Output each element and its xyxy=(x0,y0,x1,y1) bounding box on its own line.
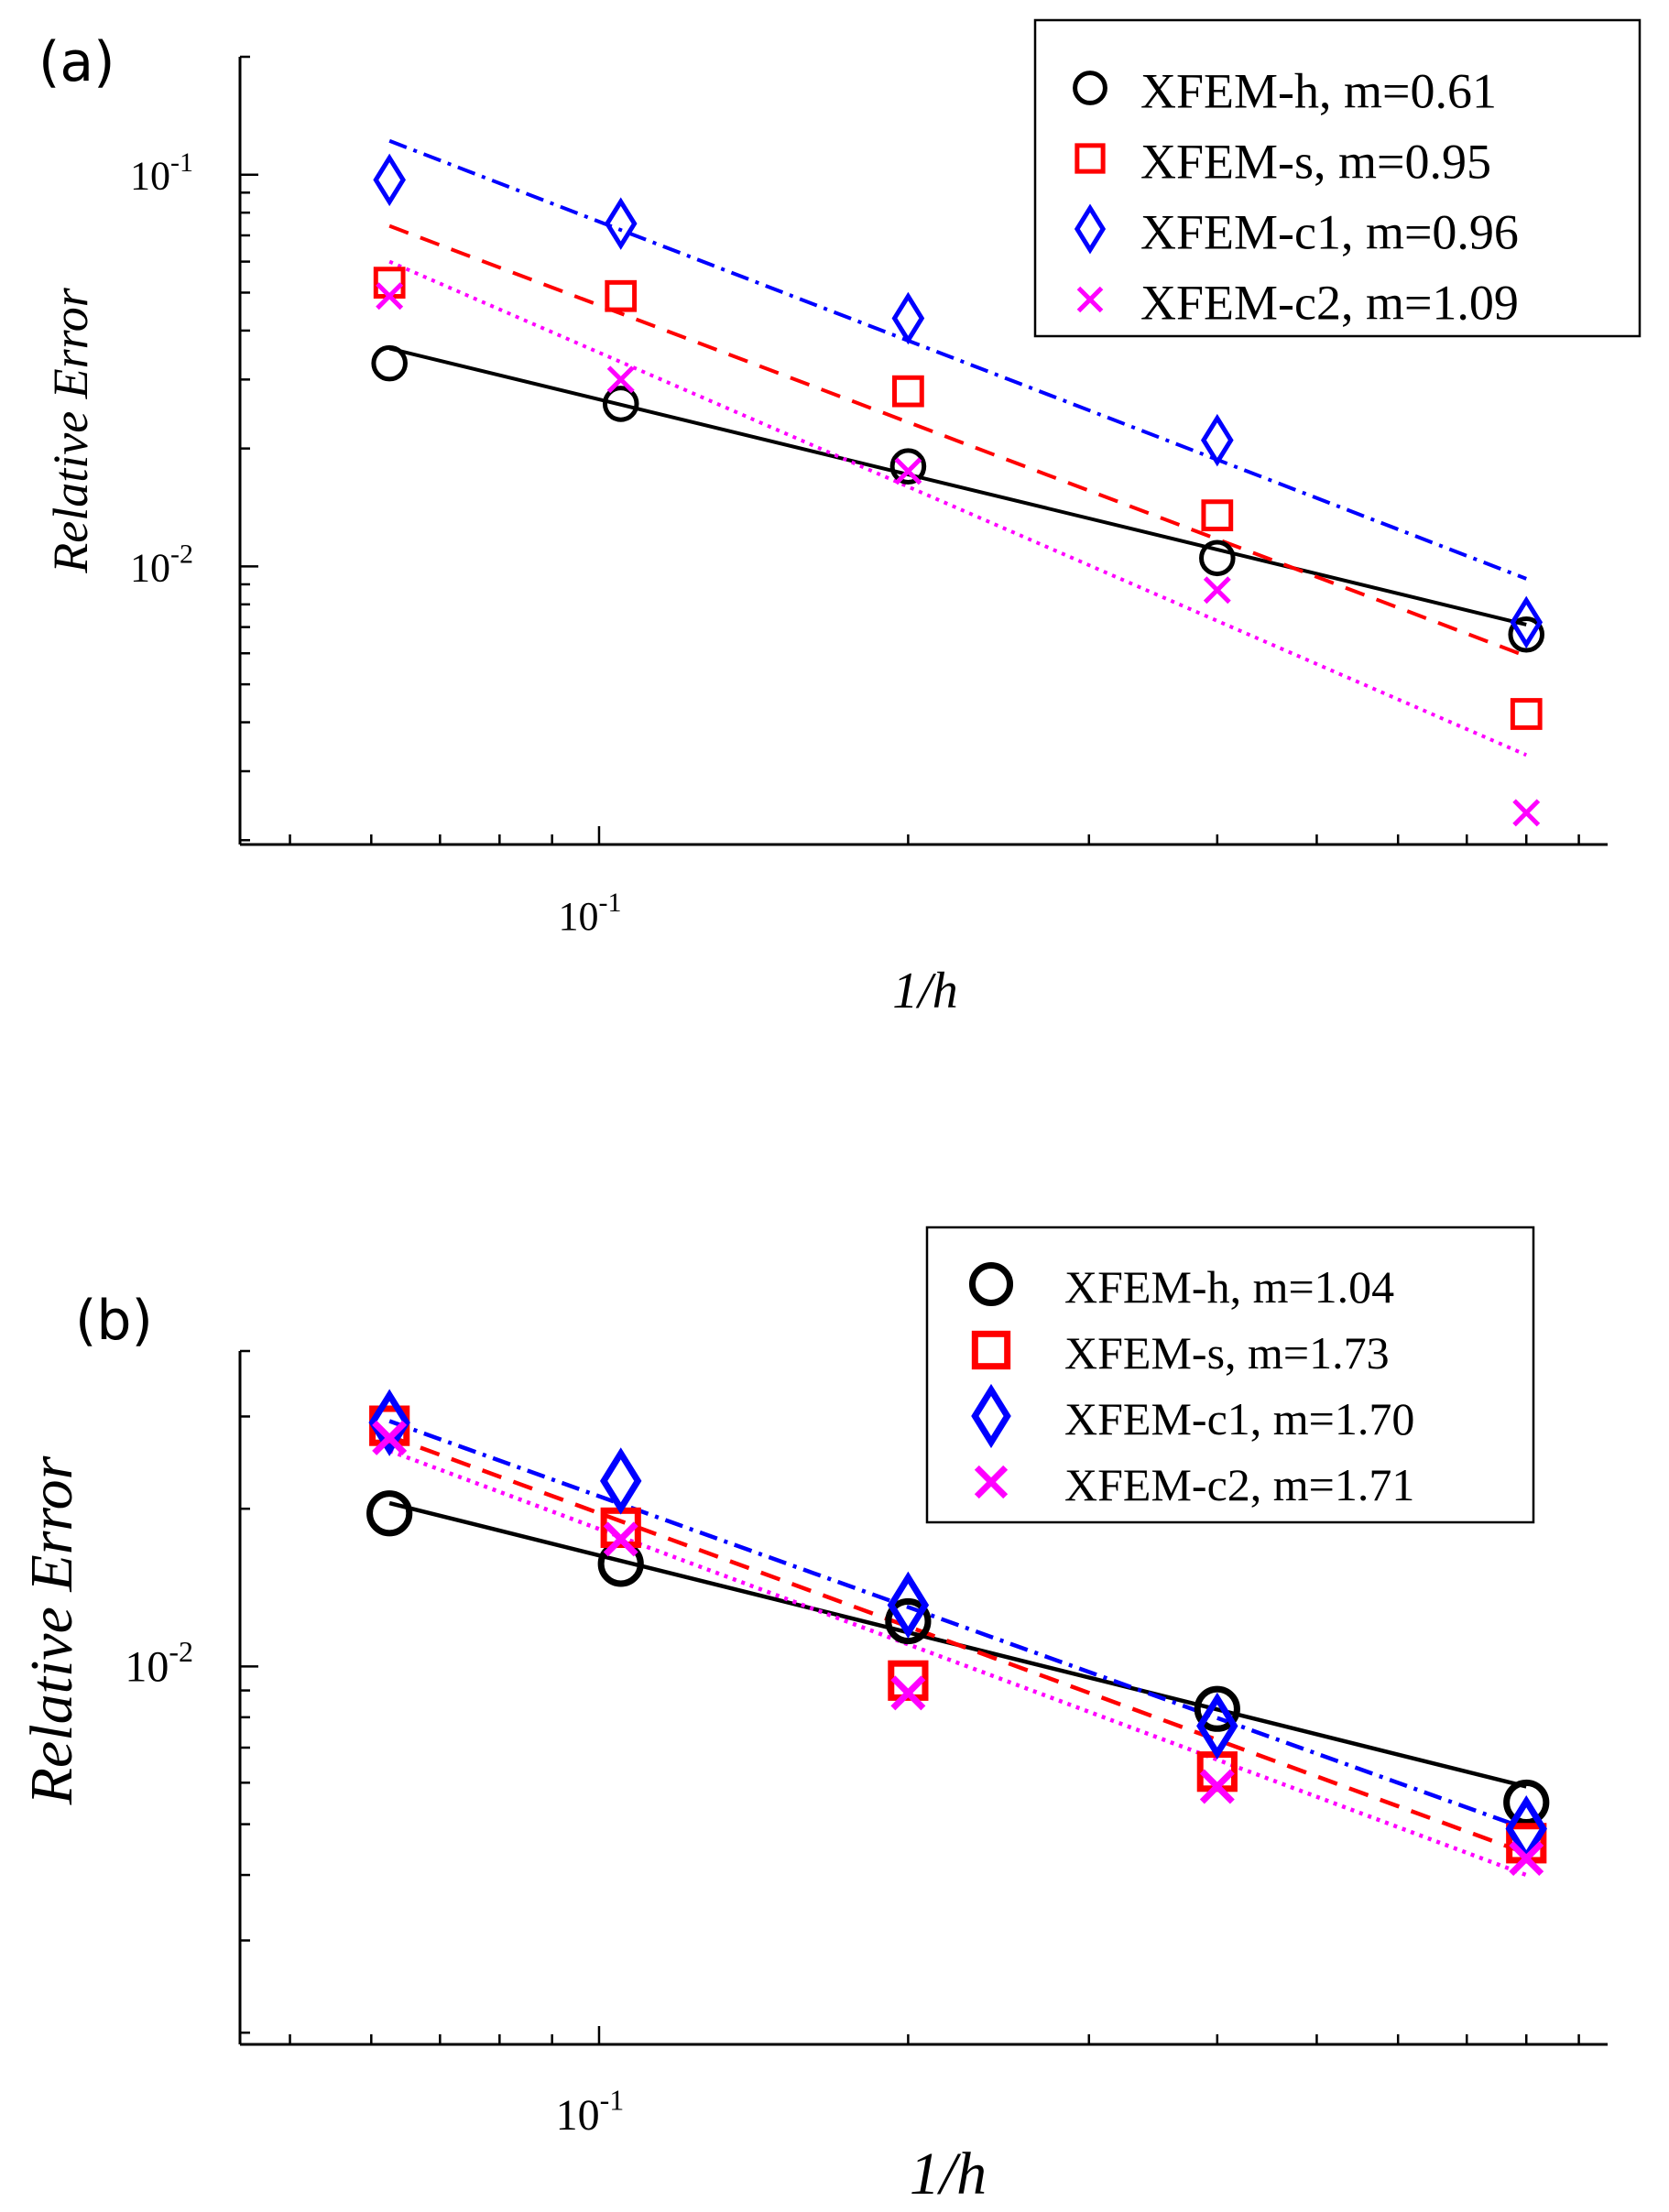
x-axis-label-b: 1/h xyxy=(910,2141,987,2207)
data-point-diamond xyxy=(1510,595,1544,649)
data-point-circle xyxy=(885,1597,932,1645)
y-tick-label: 10-1 xyxy=(130,147,193,199)
x-tick-label: 10-1 xyxy=(558,888,621,939)
legend-marker-diamond xyxy=(971,1383,1011,1449)
data-point-cross xyxy=(1509,1841,1544,1877)
y-axis-label-b: Relative Error xyxy=(18,1455,85,1805)
legend-marker-cross xyxy=(1076,286,1104,313)
data-point-circle xyxy=(1194,1685,1240,1732)
panel-label-b: (b) xyxy=(75,1289,153,1353)
legend-box xyxy=(925,1226,1535,1524)
data-point-cross xyxy=(603,1521,638,1557)
fit-line-diamond xyxy=(388,1419,1528,1831)
data-point-square xyxy=(892,375,924,408)
panel-a: (a) 10-1 10-1 10-2 XFEM-h, m=0.61 XFEM-s, m=… xyxy=(38,18,1642,1019)
data-point-square xyxy=(605,279,638,312)
data-point-diamond xyxy=(1200,413,1234,467)
legend-entry: XFEM-s, m=1.73 xyxy=(1064,1327,1390,1378)
panel-label-a: (a) xyxy=(38,30,115,94)
data-point-cross xyxy=(372,1420,408,1455)
data-point-diamond xyxy=(600,1447,642,1515)
legend-entry: XFEM-s, m=0.95 xyxy=(1140,134,1491,189)
data-point-square xyxy=(1510,698,1543,730)
data-point-circle xyxy=(889,448,927,485)
legend-entry: XFEM-c1, m=1.70 xyxy=(1064,1393,1414,1444)
legend-entry: XFEM-c1, m=0.96 xyxy=(1140,204,1519,259)
legend-entry: XFEM-c2, m=1.71 xyxy=(1064,1459,1414,1510)
legend-entry: XFEM-h, m=0.61 xyxy=(1140,63,1497,118)
data-point-cross xyxy=(606,365,635,394)
data-point-square xyxy=(888,1660,929,1701)
fit-line-circle xyxy=(388,346,1527,627)
y-tick-label: 10-2 xyxy=(125,1635,193,1692)
legend-box xyxy=(1033,18,1642,338)
data-point-diamond xyxy=(1196,1692,1238,1760)
data-point-circle xyxy=(1508,616,1545,653)
data-point-cross xyxy=(376,282,404,311)
x-tick-label: 10-1 xyxy=(556,2083,625,2140)
legend-marker-square xyxy=(1074,143,1106,174)
data-point-square xyxy=(1201,499,1234,532)
data-point-square xyxy=(373,267,406,300)
data-point-cross xyxy=(890,1675,926,1711)
x-axis-label-a: 1/h xyxy=(892,963,958,1019)
y-tick-label: 10-2 xyxy=(130,539,193,591)
fit-line-square xyxy=(388,1433,1528,1856)
data-point-diamond xyxy=(891,291,925,345)
legend: XFEM-h, m=0.61 XFEM-s, m=0.95 XFEM-c1, m=0… xyxy=(1033,18,1642,338)
legend-marker-cross xyxy=(974,1465,1009,1499)
legend-marker-diamond xyxy=(1074,203,1107,255)
fit-line-square xyxy=(388,223,1527,659)
data-point-circle xyxy=(371,344,408,382)
fit-line-diamond xyxy=(388,138,1527,581)
y-axis-label-a: Relative Error xyxy=(43,287,98,573)
data-point-cross xyxy=(1203,576,1231,605)
legend-marker-circle xyxy=(968,1261,1014,1307)
fit-line-cross xyxy=(388,1448,1528,1878)
legend-entry: XFEM-c2, m=1.09 xyxy=(1140,275,1519,330)
data-point-cross xyxy=(894,457,922,485)
panel-b: (b) 10-1 10-2 XFEM-h, m=1.04 XFEM-s, m=1.73… xyxy=(18,1226,1608,2207)
plot-area-a: 10-1 10-1 10-2 XFEM-h, m=0.61 XFEM-s, m=0.95… xyxy=(130,18,1642,939)
legend-marker-circle xyxy=(1073,71,1107,105)
data-point-cross xyxy=(1199,1769,1235,1804)
data-point-diamond xyxy=(373,153,406,207)
data-point-diamond xyxy=(368,1389,410,1456)
data-point-diamond xyxy=(887,1571,930,1639)
data-point-diamond xyxy=(604,197,638,250)
data-point-circle xyxy=(1199,539,1236,577)
legend: XFEM-h, m=1.04 XFEM-s, m=1.73 XFEM-c1, m=1… xyxy=(925,1226,1535,1524)
data-point-cross xyxy=(1512,799,1541,827)
data-point-circle xyxy=(1503,1779,1550,1826)
data-point-circle xyxy=(366,1490,413,1537)
legend-marker-square xyxy=(971,1330,1011,1370)
legend-entry: XFEM-h, m=1.04 xyxy=(1064,1261,1394,1313)
data-point-circle xyxy=(602,386,639,422)
